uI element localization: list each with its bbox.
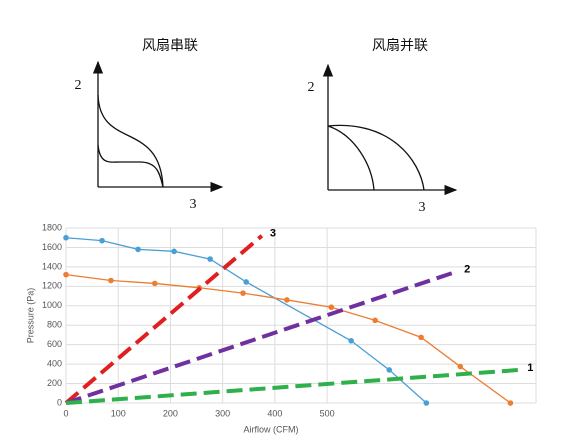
series-line [64, 234, 264, 405]
point [99, 237, 105, 244]
diagram-y-label: 2 [308, 80, 315, 95]
diagram-title: 风扇串联 [142, 38, 198, 54]
x-axis-title: Airflow (CFM) [244, 424, 299, 434]
y-tick-label: 1200 [42, 281, 62, 291]
point [328, 304, 335, 311]
diagram-title: 风扇并联 [372, 38, 428, 54]
diagram-y-label: 2 [75, 78, 82, 93]
point [63, 271, 69, 278]
point [240, 290, 246, 296]
point [348, 337, 354, 344]
point [423, 400, 430, 406]
point [108, 277, 114, 284]
diagram-series [92, 60, 224, 193]
y-tick-label: 400 [47, 358, 62, 368]
point [207, 256, 213, 262]
point [243, 279, 249, 285]
point [372, 317, 378, 324]
series-label: 3 [270, 228, 276, 240]
series-label: 1 [527, 362, 533, 374]
point [135, 246, 141, 253]
y-tick-label: 600 [47, 339, 62, 349]
y-axis-title: Pressure (Pa) [25, 288, 35, 344]
point [457, 363, 464, 370]
point [386, 367, 393, 373]
x-tick-label: 400 [267, 408, 282, 418]
x-tick-label: 100 [111, 408, 126, 418]
point [284, 297, 290, 303]
y-tick-label: 200 [47, 378, 62, 388]
y-tick-label: 1600 [42, 242, 62, 252]
x-tick-label: 300 [215, 408, 230, 418]
diagram-x-label: 3 [419, 200, 426, 215]
point [507, 400, 514, 406]
point [63, 234, 69, 241]
y-tick-label: 1400 [42, 261, 62, 271]
point [418, 334, 424, 341]
point [171, 248, 177, 255]
x-tick-label: 200 [163, 408, 178, 418]
x-tick-label: 500 [320, 408, 335, 418]
y-tick-label: 0 [57, 397, 62, 407]
diagram-x-label: 3 [190, 197, 197, 212]
point [151, 280, 158, 287]
series-line [65, 367, 520, 405]
diagram-parallel [322, 63, 458, 196]
series-line [65, 237, 427, 404]
y-tick-label: 1000 [42, 300, 62, 310]
series-label: 2 [464, 264, 470, 276]
y-tick-label: 1800 [42, 222, 62, 232]
x-tick-label: 0 [63, 408, 68, 418]
y-tick-label: 800 [47, 320, 62, 330]
